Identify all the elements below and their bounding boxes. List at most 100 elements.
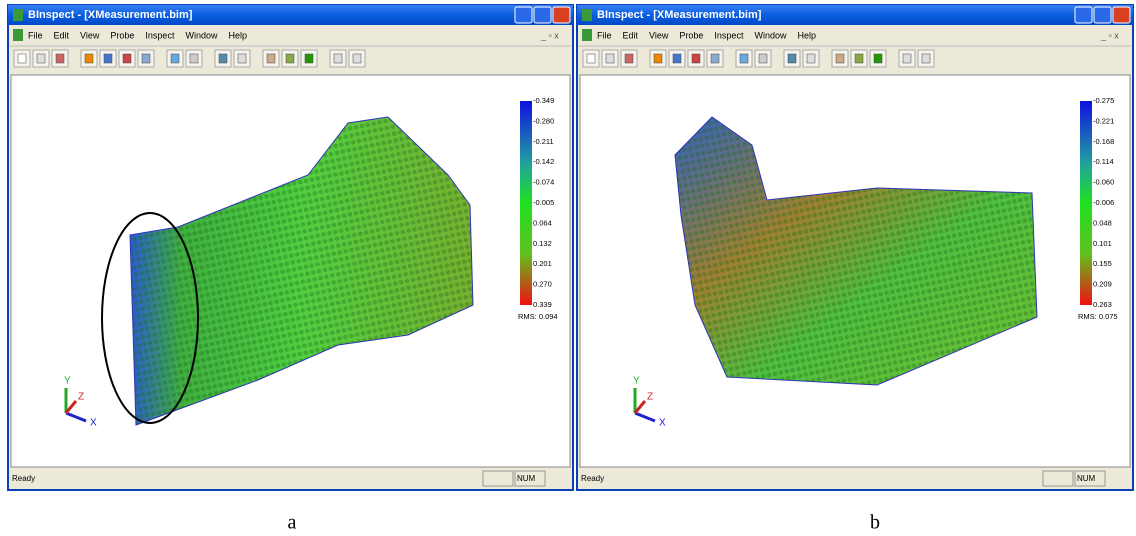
menu-item[interactable]: Inspect	[714, 30, 744, 40]
colorbar-label: 0.155	[1093, 259, 1112, 268]
app-icon	[582, 9, 592, 21]
axis-label: X	[90, 418, 97, 429]
colorbar-label: -0.168	[1093, 137, 1114, 146]
menu-item[interactable]: View	[80, 30, 100, 40]
num-indicator: NUM	[1077, 474, 1096, 483]
toolbar-glyph	[788, 54, 796, 63]
colorbar-label: -0.114	[1093, 157, 1114, 166]
toolbar-glyph	[711, 54, 719, 63]
toolbar-glyph	[219, 54, 227, 63]
windows: BInspect - [XMeasurement.bim] File Edit Vie…	[8, 5, 1133, 490]
colorbar-label: -0.142	[533, 157, 554, 166]
colorbar-label: -0.006	[1093, 198, 1114, 207]
status-bar	[10, 469, 571, 488]
window-title: BInspect - [XMeasurement.bim]	[28, 9, 193, 21]
colorbar	[520, 101, 532, 305]
toolbar-glyph	[123, 54, 131, 63]
toolbar-glyph	[286, 54, 294, 63]
title-close-button[interactable]	[553, 7, 570, 23]
menu-item[interactable]: Help	[228, 30, 247, 40]
toolbar-glyph	[267, 54, 275, 63]
title-max-button[interactable]	[1094, 7, 1111, 23]
mdi-controls: _ ▫ x	[1100, 30, 1119, 40]
num-indicator: NUM	[517, 474, 536, 483]
colorbar-label: 0.270	[533, 280, 552, 289]
title-min-button[interactable]	[515, 7, 532, 23]
axis-label: Z	[78, 392, 84, 403]
menu-item[interactable]: Edit	[623, 30, 639, 40]
colorbar-label: 0.263	[1093, 300, 1112, 309]
menu-item[interactable]: File	[597, 30, 612, 40]
toolbar-glyph	[654, 54, 662, 63]
menu-item[interactable]: Window	[185, 30, 218, 40]
colorbar-label: 0.064	[533, 218, 552, 227]
window-title: BInspect - [XMeasurement.bim]	[597, 9, 762, 21]
menu-item[interactable]: Probe	[679, 30, 703, 40]
colorbar-label: 0.132	[533, 239, 552, 248]
toolbar-glyph	[85, 54, 93, 63]
colorbar-label: -0.280	[533, 116, 554, 125]
colorbar-label: -0.349	[533, 96, 554, 105]
menu-icon	[582, 29, 592, 41]
menu-item[interactable]: Probe	[110, 30, 134, 40]
toolbar-glyph	[142, 54, 150, 63]
status-bar	[579, 469, 1131, 488]
menu-item[interactable]: Inspect	[145, 30, 175, 40]
colorbar-label: 0.209	[1093, 280, 1112, 289]
menu-item[interactable]: Help	[797, 30, 816, 40]
colorbar-label: -0.221	[1093, 116, 1114, 125]
menu-item[interactable]: Window	[754, 30, 787, 40]
toolbar-glyph	[353, 54, 361, 63]
title-max-button[interactable]	[534, 7, 551, 23]
toolbar-glyph	[190, 54, 198, 63]
title-min-button[interactable]	[1075, 7, 1092, 23]
toolbar-glyph	[836, 54, 844, 63]
toolbar-glyph	[855, 54, 863, 63]
rms-label: RMS: 0.094	[518, 312, 558, 321]
figure-caption: a	[288, 512, 297, 534]
toolbar-glyph	[874, 54, 882, 63]
toolbar-glyph	[37, 54, 45, 63]
axis-label: X	[659, 418, 666, 429]
toolbar-glyph	[740, 54, 748, 63]
colorbar-label: 0.201	[533, 259, 552, 268]
axis-label: Y	[633, 376, 640, 387]
toolbar-glyph	[625, 54, 633, 63]
colorbar-label: -0.074	[533, 178, 554, 187]
toolbar-glyph	[18, 54, 26, 63]
menu-item[interactable]: View	[649, 30, 669, 40]
app-window: BInspect - [XMeasurement.bim] File Edit Vie…	[8, 5, 573, 490]
toolbar-glyph	[171, 54, 179, 63]
rms-label: RMS: 0.075	[1078, 312, 1118, 321]
menu-item[interactable]: Edit	[54, 30, 70, 40]
colorbar-label: 0.101	[1093, 239, 1112, 248]
colorbar-label: 0.048	[1093, 218, 1112, 227]
toolbar-glyph	[238, 54, 246, 63]
toolbar-glyph	[305, 54, 313, 63]
app-icon	[13, 9, 23, 21]
menu-icon	[13, 29, 23, 41]
colorbar-label: 0.339	[533, 300, 552, 309]
toolbar-glyph	[334, 54, 342, 63]
figure-caption: b	[870, 512, 880, 534]
toolbar-glyph	[903, 54, 911, 63]
screenshot: BInspect - [XMeasurement.bim] File Edit Vie…	[0, 0, 1136, 536]
toolbar-glyph	[807, 54, 815, 63]
axis-label: Y	[64, 376, 71, 387]
toolbar-glyph	[587, 54, 595, 63]
mdi-controls: _ ▫ x	[540, 30, 559, 40]
toolbar-glyph	[104, 54, 112, 63]
status-text: Ready	[12, 474, 35, 483]
title-close-button[interactable]	[1113, 7, 1130, 23]
menu-item[interactable]: File	[28, 30, 43, 40]
toolbar-glyph	[759, 54, 767, 63]
app-window: BInspect - [XMeasurement.bim] File Edit Vie…	[577, 5, 1133, 490]
toolbar-glyph	[606, 54, 614, 63]
toolbar-glyph	[673, 54, 681, 63]
status-text: Ready	[581, 474, 604, 483]
colorbar-label: -0.005	[533, 198, 554, 207]
axis-label: Z	[647, 392, 653, 403]
toolbar-glyph	[922, 54, 930, 63]
colorbar	[1080, 101, 1092, 305]
toolbar-glyph	[56, 54, 64, 63]
